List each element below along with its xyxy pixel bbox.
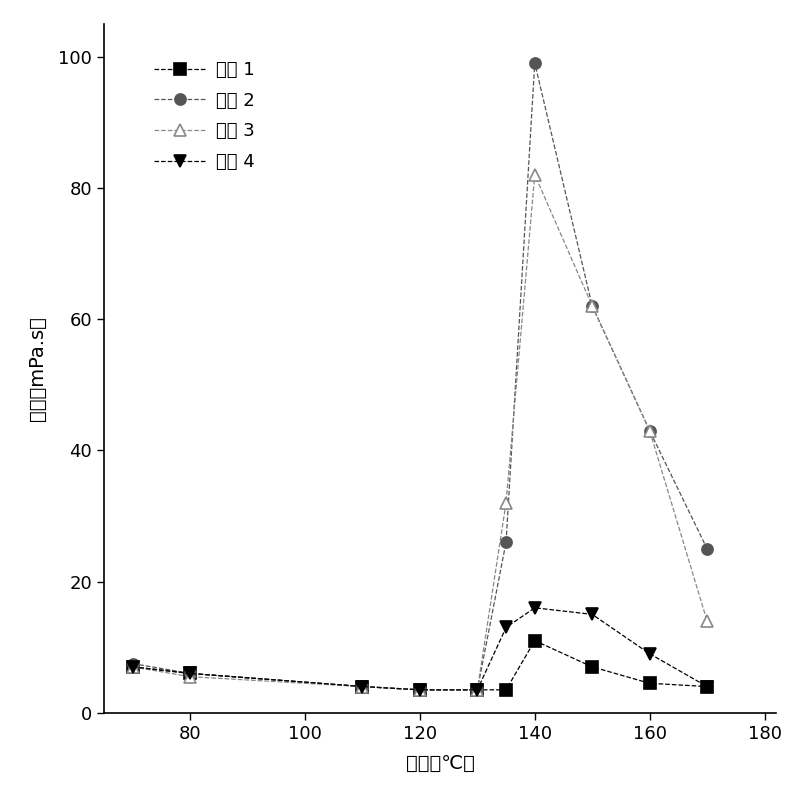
Line: 实例 2: 实例 2: [127, 58, 713, 695]
实例 3: [502, 498, 511, 508]
实例 2: [186, 668, 195, 678]
实例 3: [473, 685, 482, 695]
实例 4: [645, 649, 654, 658]
实例 1: [530, 636, 539, 645]
实例 2: [645, 426, 654, 436]
实例 1: [128, 662, 138, 672]
实例 2: [128, 659, 138, 668]
实例 4: [702, 682, 712, 691]
实例 4: [128, 662, 138, 672]
实例 1: [645, 679, 654, 688]
Line: 实例 3: 实例 3: [127, 169, 713, 695]
实例 2: [502, 538, 511, 547]
实例 1: [415, 685, 425, 695]
实例 4: [530, 603, 539, 612]
X-axis label: 温度（℃）: 温度（℃）: [406, 754, 474, 773]
实例 1: [473, 685, 482, 695]
实例 1: [587, 662, 597, 672]
实例 3: [530, 170, 539, 180]
Legend: 实例 1, 实例 2, 实例 3, 实例 4: 实例 1, 实例 2, 实例 3, 实例 4: [140, 47, 269, 185]
实例 1: [186, 668, 195, 678]
实例 3: [128, 662, 138, 672]
实例 1: [702, 682, 712, 691]
实例 4: [186, 668, 195, 678]
实例 3: [358, 682, 367, 691]
实例 2: [587, 301, 597, 310]
实例 3: [415, 685, 425, 695]
实例 2: [358, 682, 367, 691]
实例 2: [702, 544, 712, 554]
实例 1: [358, 682, 367, 691]
实例 4: [502, 623, 511, 632]
实例 4: [473, 685, 482, 695]
实例 2: [415, 685, 425, 695]
实例 3: [186, 672, 195, 681]
实例 3: [702, 616, 712, 626]
实例 4: [358, 682, 367, 691]
实例 4: [587, 610, 597, 619]
实例 2: [530, 59, 539, 68]
Line: 实例 4: 实例 4: [127, 602, 713, 695]
Y-axis label: 粘度（mPa.s）: 粘度（mPa.s）: [28, 316, 47, 421]
实例 3: [587, 301, 597, 310]
实例 3: [645, 426, 654, 436]
实例 2: [473, 685, 482, 695]
实例 1: [502, 685, 511, 695]
Line: 实例 1: 实例 1: [127, 635, 713, 695]
实例 4: [415, 685, 425, 695]
